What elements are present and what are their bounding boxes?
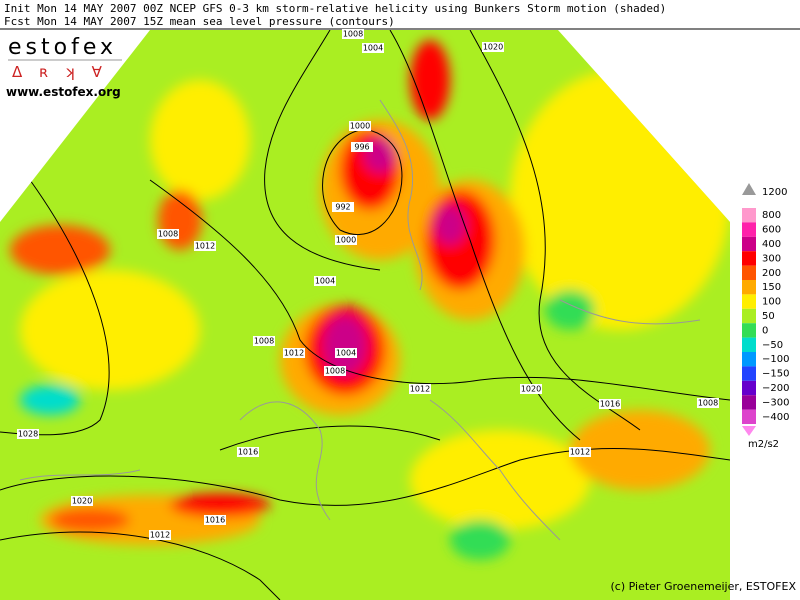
contour-label: 992 [335,203,350,212]
contour-label: 1012 [570,448,590,457]
legend-label: 50 [762,311,775,322]
contour-label: 1020 [483,43,503,52]
contour-label-bg [569,447,591,457]
header-line1: Init Mon 14 MAY 2007 00Z NCEP GFS 0-3 km… [4,2,666,15]
contour-label-bg [332,202,354,212]
legend-swatch [742,265,756,280]
contour-label: 1008 [698,399,718,408]
legend-unit: m2/s2 [748,439,779,450]
contour-label-bg [283,348,305,358]
legend-swatch [742,280,756,295]
contour-label-bg [342,29,364,39]
contour-label-bg [157,229,179,239]
legend-label: −50 [762,340,783,351]
contour-label: 1016 [205,516,225,525]
map [0,30,730,600]
contour-label: 1008 [254,337,274,346]
contour-label-bg [335,235,357,245]
legend-bottom-arrow [742,426,756,436]
logo-symbols: Δ ʀ ʞ ∀ [12,63,108,81]
contour-label-bg [697,398,719,408]
contour-label: 1012 [150,531,170,540]
legend-label: 150 [762,282,781,293]
legend-swatch [742,366,756,381]
legend-label: 300 [762,253,781,264]
legend-label: −150 [762,369,789,380]
legend-label: 0 [762,325,768,336]
contour-label: 1008 [343,30,363,39]
contour-label: 1004 [336,349,356,358]
contour-label: 1016 [600,400,620,409]
contour-label-bg [314,276,336,286]
legend-label: −100 [762,354,789,365]
legend-swatch [742,409,756,424]
contour-label: 1000 [336,236,356,245]
contour-label-bg [482,42,504,52]
contour-label-bg [349,121,371,131]
logo-url: www.estofex.org [6,85,121,99]
legend-label: −400 [762,412,789,423]
legend-swatch [742,236,756,252]
legend-swatch [742,208,756,223]
contour-label-bg [362,43,384,53]
contour-label-bg [335,348,357,358]
legend-label: −200 [762,383,789,394]
contour-label-bg [520,384,542,394]
contour-label-bg [409,384,431,394]
contour-label-bg [71,496,93,506]
legend-label: 100 [762,297,781,308]
contour-label-bg [17,429,39,439]
contour-label-bg [194,241,216,251]
contour-label: 1004 [363,44,383,53]
legend-swatch [742,251,756,266]
contour-label: 1016 [238,448,258,457]
contour-label-bg [351,142,373,152]
contour-label-bg [324,366,346,376]
legend-label: 600 [762,225,781,236]
contour-label: 1000 [350,122,370,131]
contour-label: 1004 [315,277,335,286]
contour-label: 1028 [18,430,38,439]
contour-label: 1012 [410,385,430,394]
legend-swatch [742,294,756,309]
contour-label-bg [253,336,275,346]
legend-top-label: 1200 [762,187,787,198]
contour-label: 1012 [195,242,215,251]
logo-name: estofex [8,35,117,60]
legend-swatch [742,352,756,367]
contour-label-bg [599,399,621,409]
legend-top-arrow [742,183,756,195]
credit: (c) Pieter Groenemeijer, ESTOFEX [611,580,797,593]
legend-label: 800 [762,210,781,221]
legend-label: 200 [762,268,781,279]
header-line2: Fcst Mon 14 MAY 2007 15Z mean sea level … [4,15,395,28]
contour-label: 1020 [521,385,541,394]
contour-label: 1012 [284,349,304,358]
contour-label-bg [237,447,259,457]
legend: 1200 800 600 400 300 200 150 100 50 0 −50 −100 −150 −… [742,183,789,450]
legend-swatch [742,308,756,324]
legend-swatch [742,337,756,352]
contour-label-bg [149,530,171,540]
legend-swatch [742,395,756,410]
contour-label-bg [204,515,226,525]
legend-label: 400 [762,239,781,250]
legend-swatch [742,222,756,237]
contour-label: 996 [354,143,369,152]
contour-label: 1008 [158,230,178,239]
legend-swatch [742,380,756,396]
legend-swatch [742,323,756,338]
legend-label: −300 [762,397,789,408]
contour-label: 1020 [72,497,92,506]
contour-label: 1008 [325,367,345,376]
